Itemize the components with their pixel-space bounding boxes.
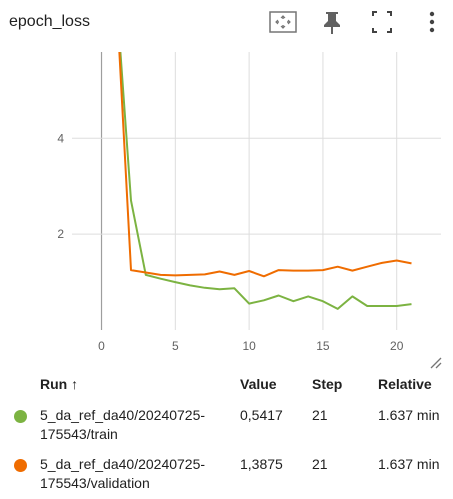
series-color-dot — [14, 410, 27, 423]
series-color-dot — [14, 459, 27, 472]
table-header: Run ↑ Value Step Relative — [0, 376, 453, 396]
series-line — [119, 52, 412, 310]
run-relative: 1.637 min — [378, 456, 440, 472]
x-tick-label: 20 — [390, 339, 404, 353]
fit-domain-icon[interactable] — [268, 8, 300, 38]
x-tick-label: 10 — [242, 339, 256, 353]
series-line — [118, 52, 412, 278]
value-column-header[interactable]: Value — [240, 376, 277, 392]
pin-icon[interactable] — [318, 8, 350, 38]
relative-column-header[interactable]: Relative — [378, 376, 432, 392]
run-step: 21 — [312, 456, 328, 472]
run-name: 5_da_ref_da40/20240725-175543/validation — [40, 456, 206, 491]
more-vert-icon[interactable] — [416, 8, 448, 38]
x-tick-label: 15 — [316, 339, 330, 353]
x-tick-label: 5 — [172, 339, 179, 353]
table-row: 5_da_ref_da40/20240725-175543/train 0,54… — [0, 406, 453, 450]
step-column-header[interactable]: Step — [312, 376, 343, 392]
table-row: 5_da_ref_da40/20240725-175543/validation… — [0, 455, 453, 499]
x-tick-label: 0 — [98, 339, 105, 353]
fullscreen-icon[interactable] — [366, 8, 398, 38]
run-relative: 1.637 min — [378, 407, 440, 423]
resize-handle-icon[interactable] — [428, 355, 442, 369]
run-name: 5_da_ref_da40/20240725-175543/train — [40, 407, 206, 442]
y-tick-label: 2 — [57, 227, 64, 241]
chart-title: epoch_loss — [9, 13, 90, 30]
run-value: 1,3875 — [240, 456, 283, 472]
card-header: epoch_loss — [0, 0, 453, 48]
run-column-header[interactable]: Run ↑ — [40, 376, 79, 392]
loss-chart[interactable]: 0 5 10 15 20 2 4 — [0, 48, 453, 358]
run-step: 21 — [312, 407, 328, 423]
run-value: 0,5417 — [240, 407, 283, 423]
y-tick-label: 4 — [57, 131, 64, 145]
